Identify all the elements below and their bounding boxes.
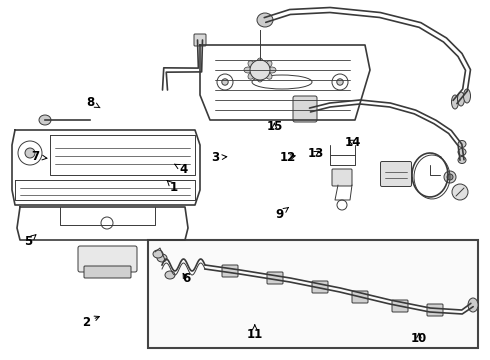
FancyBboxPatch shape — [392, 300, 408, 312]
Text: 3: 3 — [212, 151, 227, 164]
Ellipse shape — [165, 271, 175, 279]
Text: 11: 11 — [246, 325, 263, 341]
FancyBboxPatch shape — [352, 291, 368, 303]
Circle shape — [337, 79, 343, 85]
Circle shape — [444, 171, 456, 183]
Circle shape — [452, 184, 468, 200]
Ellipse shape — [257, 74, 263, 82]
FancyBboxPatch shape — [427, 304, 443, 316]
Ellipse shape — [458, 149, 466, 156]
Ellipse shape — [248, 72, 255, 79]
FancyBboxPatch shape — [78, 246, 137, 272]
FancyBboxPatch shape — [84, 266, 131, 278]
Text: 5: 5 — [24, 235, 36, 248]
Text: 4: 4 — [174, 163, 188, 176]
Text: 1: 1 — [167, 180, 178, 194]
Ellipse shape — [257, 13, 273, 27]
Ellipse shape — [451, 95, 459, 109]
Ellipse shape — [458, 92, 465, 106]
Ellipse shape — [244, 67, 252, 73]
FancyBboxPatch shape — [148, 240, 478, 348]
Text: 9: 9 — [275, 207, 289, 221]
Ellipse shape — [248, 61, 255, 68]
Ellipse shape — [153, 250, 163, 258]
Text: 2: 2 — [82, 316, 99, 329]
Ellipse shape — [458, 157, 466, 163]
FancyBboxPatch shape — [267, 272, 283, 284]
FancyBboxPatch shape — [293, 96, 317, 122]
Ellipse shape — [458, 140, 466, 148]
Text: 12: 12 — [280, 151, 296, 164]
Ellipse shape — [468, 298, 478, 312]
Text: 14: 14 — [344, 136, 361, 149]
FancyBboxPatch shape — [222, 265, 238, 277]
Circle shape — [447, 174, 453, 180]
Ellipse shape — [464, 89, 470, 103]
FancyBboxPatch shape — [194, 34, 206, 46]
Ellipse shape — [265, 72, 272, 79]
Text: 15: 15 — [266, 120, 283, 133]
Circle shape — [250, 60, 270, 80]
Text: 13: 13 — [308, 147, 324, 159]
Ellipse shape — [157, 254, 167, 262]
FancyBboxPatch shape — [381, 162, 412, 186]
Text: 6: 6 — [182, 273, 190, 285]
Ellipse shape — [265, 61, 272, 68]
Ellipse shape — [268, 67, 276, 73]
Circle shape — [222, 79, 228, 85]
Text: 7: 7 — [32, 150, 47, 163]
Ellipse shape — [257, 58, 263, 66]
FancyBboxPatch shape — [332, 169, 352, 186]
Text: 8: 8 — [87, 96, 100, 109]
Circle shape — [25, 148, 35, 158]
FancyBboxPatch shape — [312, 281, 328, 293]
Ellipse shape — [39, 115, 51, 125]
Text: 10: 10 — [411, 332, 427, 345]
